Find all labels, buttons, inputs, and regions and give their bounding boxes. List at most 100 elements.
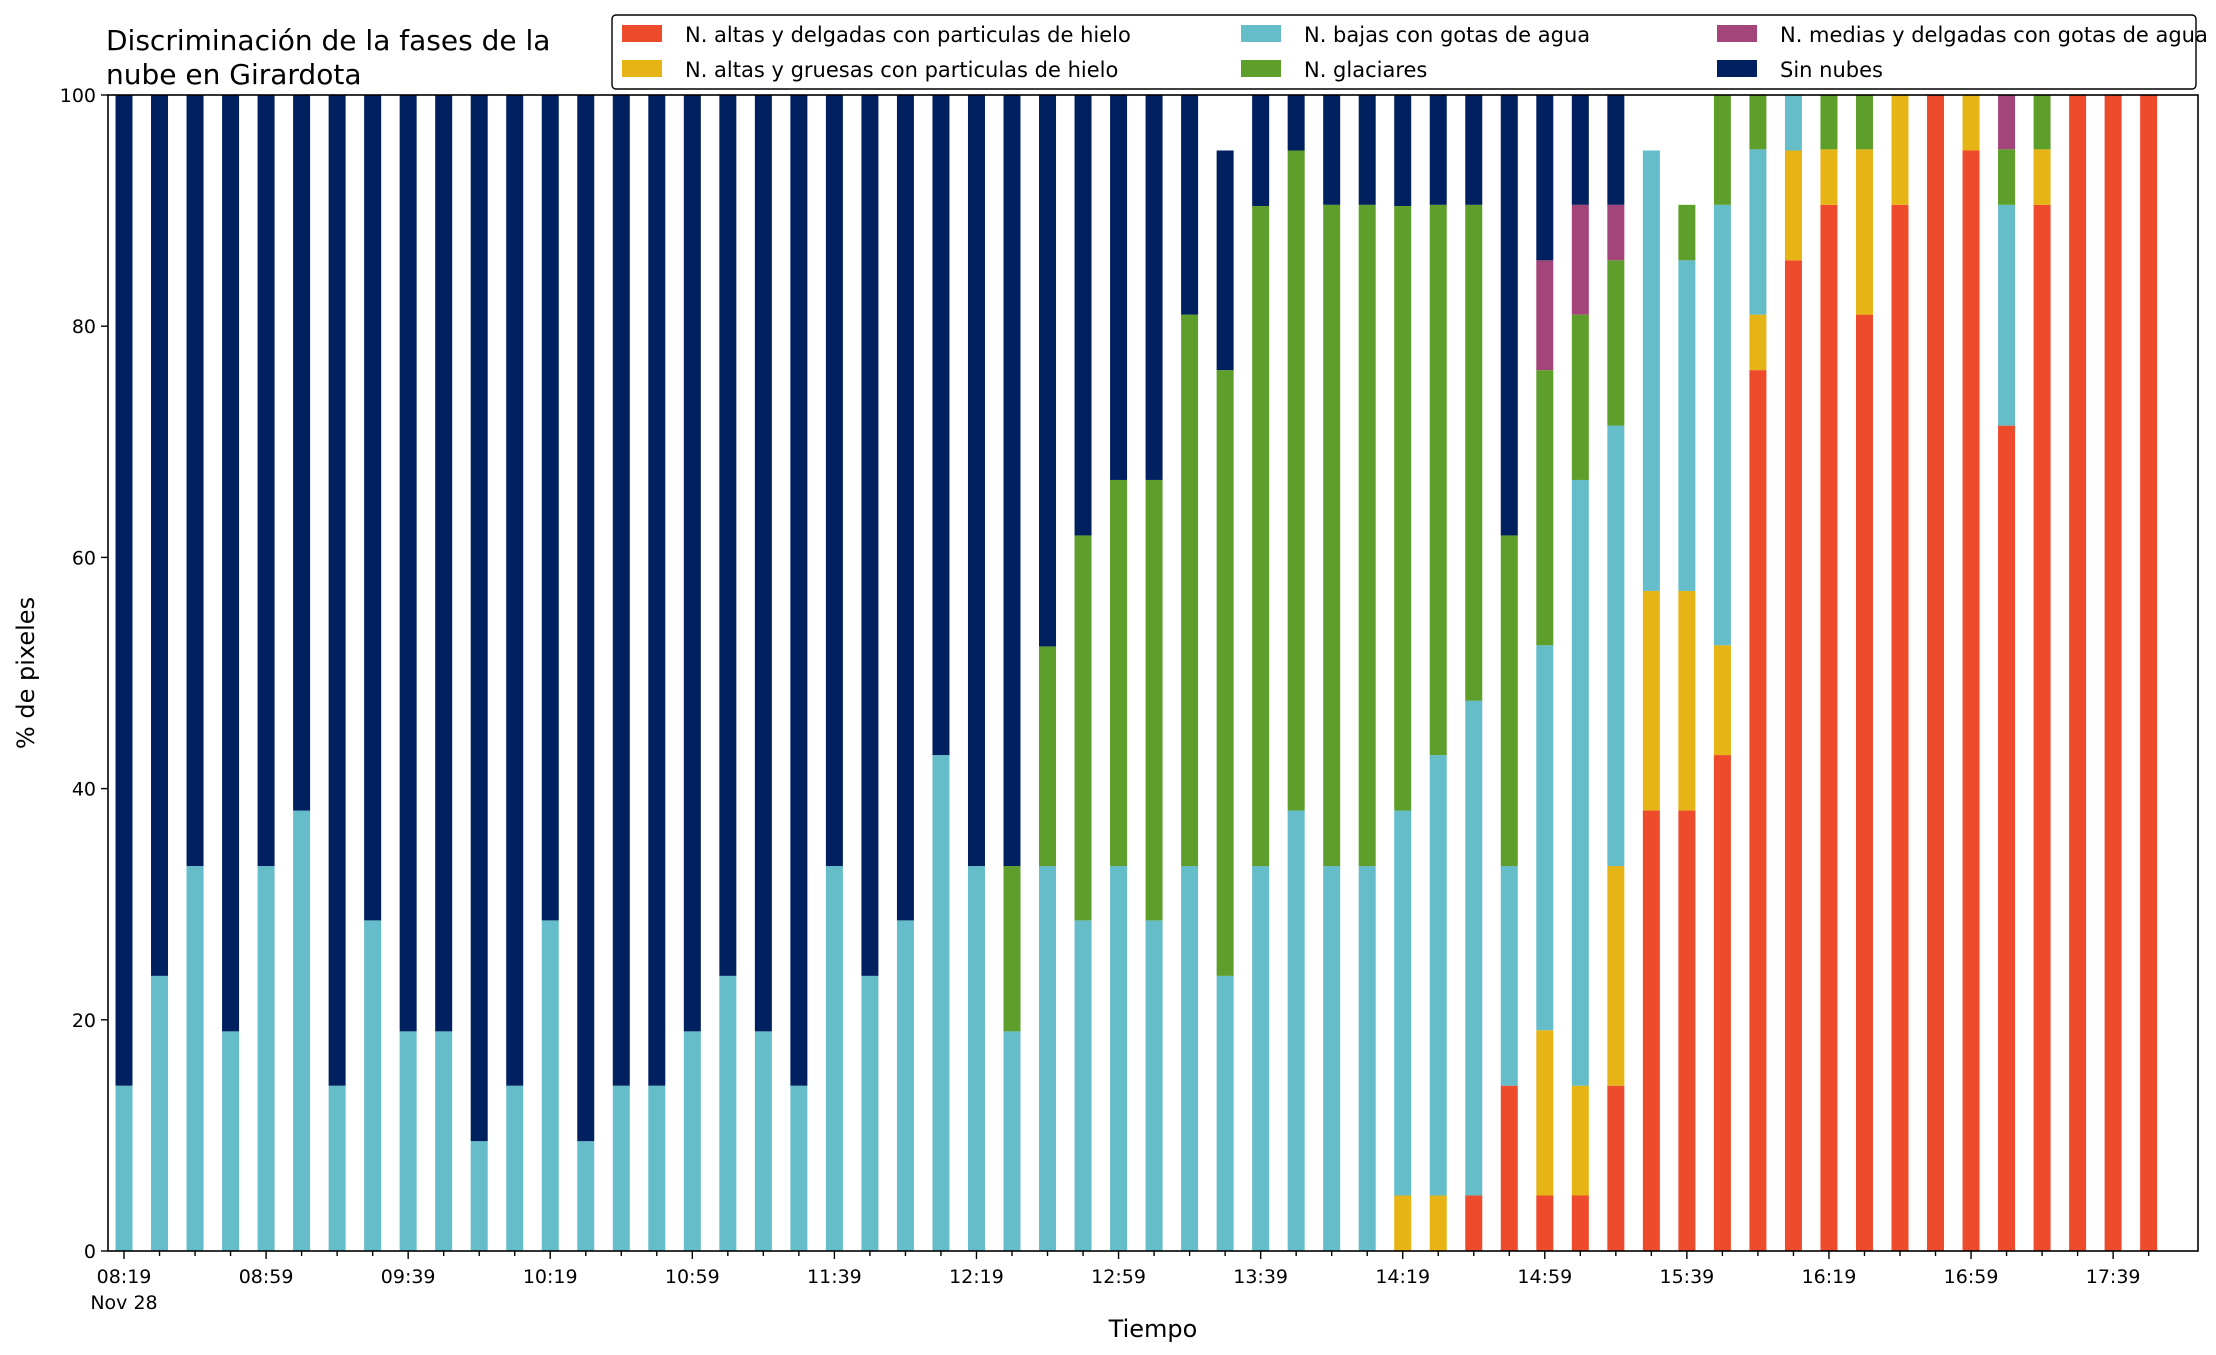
bar-segment — [1855, 149, 1873, 315]
x-tick-label: 16:19 — [1802, 1266, 1857, 1288]
y-tick-label: 20 — [72, 1010, 96, 1032]
x-tick-label: 14:19 — [1375, 1266, 1430, 1288]
bar-segment — [1891, 95, 1909, 205]
bar-segment — [1962, 150, 1980, 1252]
bar-segment — [1145, 920, 1163, 1251]
bar-segment — [1784, 95, 1802, 151]
legend-label: N. bajas con gotas de agua — [1304, 23, 1590, 47]
bar-segment — [115, 95, 133, 1086]
bar-segment — [1642, 810, 1660, 1251]
bar-segment — [1465, 1195, 1483, 1251]
legend: N. altas y delgadas con particulas de hi… — [611, 14, 2208, 90]
bar-segment — [399, 95, 417, 1032]
bar-segment — [825, 95, 843, 867]
x-tick-label: 12:19 — [949, 1266, 1004, 1288]
bar-segment — [1500, 95, 1518, 536]
bar-segment — [2104, 95, 2122, 1251]
bar-segment — [257, 95, 275, 867]
bar-segment — [577, 1141, 595, 1251]
y-axis: 0 20 40 60 80 100 — [60, 85, 108, 1263]
bar-segment — [1536, 260, 1554, 371]
bar-segment — [2069, 95, 2087, 1251]
bar-segment — [1678, 260, 1696, 591]
bar-segment — [1820, 95, 1838, 150]
bar-segment — [1500, 535, 1518, 867]
bar-segment — [506, 95, 524, 1086]
bar-segment — [648, 95, 666, 1086]
bar-segment — [115, 1085, 133, 1251]
bar-segment — [1571, 314, 1589, 480]
x-tick-label: 10:19 — [523, 1266, 578, 1288]
bar-segment — [1536, 645, 1554, 1031]
bar-segment — [1074, 95, 1092, 536]
bar-segment — [1394, 1195, 1412, 1251]
x-tick-label: 11:39 — [807, 1266, 862, 1288]
bar-segment — [364, 95, 382, 921]
bar-segment — [1536, 1195, 1554, 1251]
bar-segment — [1216, 150, 1234, 371]
bar-segment — [1287, 95, 1305, 151]
y-axis-label: % de pixeles — [12, 597, 40, 749]
chart-title-line: nube en Girardota — [106, 58, 361, 91]
bar-segment — [506, 1085, 524, 1251]
bar-segment — [1358, 866, 1376, 1251]
legend-label: N. altas y gruesas con particulas de hie… — [685, 58, 1118, 82]
bar-segment — [328, 95, 346, 1086]
bar-segment — [1145, 479, 1163, 921]
x-tick-label: 08:19 — [97, 1266, 152, 1288]
bar-segment — [1749, 314, 1767, 371]
bar-segment — [1287, 810, 1305, 1251]
bar-segment — [1181, 866, 1199, 1251]
bar-segment — [1429, 204, 1447, 756]
bar-segment — [861, 975, 879, 1251]
bar-segment — [896, 920, 914, 1251]
bar-segment — [1713, 645, 1731, 756]
bar-segment — [1571, 479, 1589, 1086]
bar-segment — [1003, 1031, 1021, 1251]
y-tick-label: 0 — [84, 1241, 96, 1263]
bar-segment — [1820, 149, 1838, 205]
bar-segment — [2033, 95, 2051, 150]
bar-segment — [328, 1085, 346, 1251]
bar-segment — [1784, 150, 1802, 261]
bar-segment — [1678, 810, 1696, 1251]
bar-segment — [151, 95, 169, 976]
bar-segment — [790, 95, 808, 1086]
bar-segment — [470, 95, 488, 1142]
bar-segment — [435, 1031, 453, 1251]
x-date-label: Nov 28 — [90, 1292, 157, 1314]
bar-segment — [1465, 95, 1483, 205]
bar-segment — [2033, 149, 2051, 205]
bar-segment — [1891, 204, 1909, 1251]
bar-segment — [1323, 95, 1341, 205]
bar-segment — [541, 95, 559, 921]
bar-segment — [1003, 95, 1021, 867]
bar-segment — [1110, 479, 1128, 867]
bar-segment — [1252, 866, 1270, 1251]
bar-segment — [1181, 95, 1199, 315]
bar-segment — [1465, 700, 1483, 1196]
x-tick-label: 13:39 — [1233, 1266, 1288, 1288]
bar-segment — [1500, 866, 1518, 1086]
bar-segment — [1607, 95, 1625, 205]
bar-segment — [222, 1031, 240, 1251]
legend-swatch — [1241, 25, 1281, 42]
bar-segment — [1323, 204, 1341, 867]
bar-segment — [932, 95, 950, 756]
bar-segment — [1998, 204, 2016, 426]
bar-segment — [577, 95, 595, 1142]
bar-segment — [1323, 866, 1341, 1251]
bar-segment — [293, 95, 311, 811]
bar-segment — [1500, 1085, 1518, 1251]
bar-segment — [932, 755, 950, 1251]
bar-segment — [825, 866, 843, 1251]
bar-segment — [1216, 370, 1234, 976]
bar-segment — [222, 95, 240, 1032]
x-tick-label: 17:39 — [2086, 1266, 2141, 1288]
bar-segment — [1252, 95, 1270, 206]
legend-swatch — [1241, 60, 1281, 77]
legend-box — [611, 14, 2197, 90]
bar-segment — [364, 920, 382, 1251]
bar-segment — [1678, 204, 1696, 261]
